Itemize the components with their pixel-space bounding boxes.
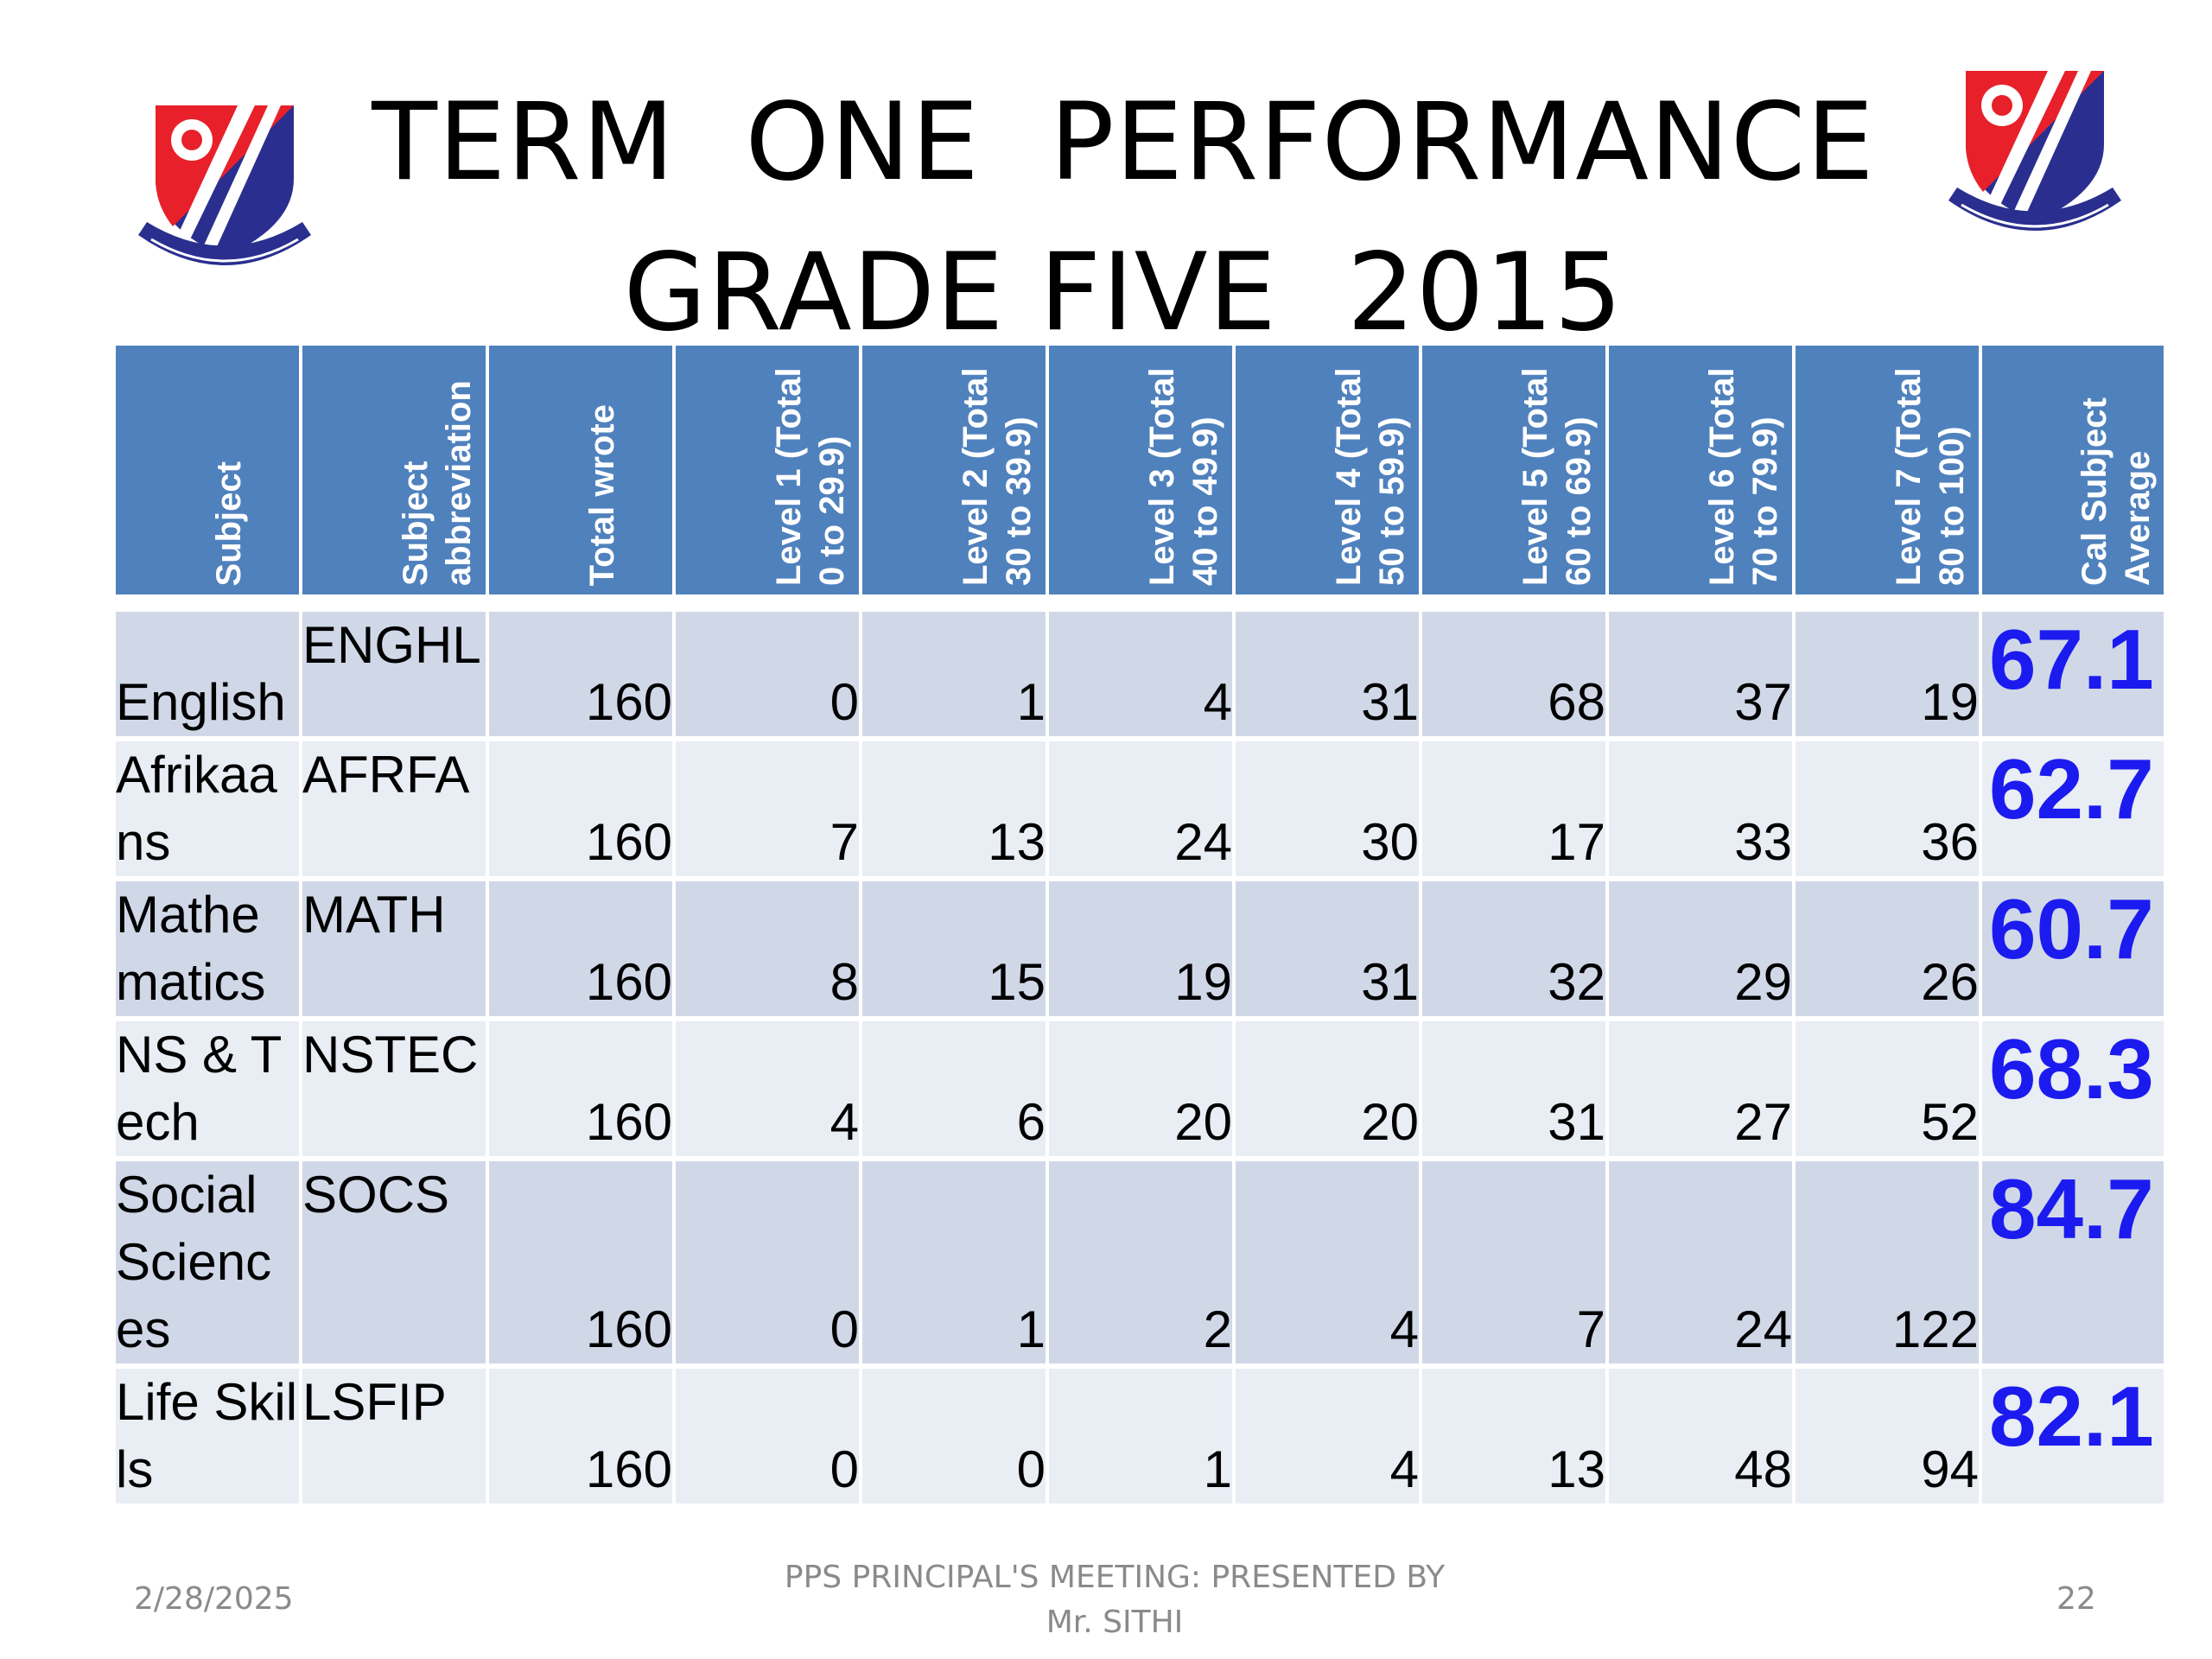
level-cell: 68 [1422,612,1605,741]
level-cell: 8 [676,881,859,1021]
abbreviation-cell: LSFIP [302,1369,486,1509]
table-row: English ENGHL 160 0 1 4 31 68 37 19 67.1 [116,612,2164,741]
subject-cell: NS & Tech [116,1021,299,1161]
level-cell: 19 [1796,612,1979,741]
level-cell: 15 [862,881,1046,1021]
level-cell: 13 [1422,1369,1605,1509]
level-cell: 33 [1609,741,1792,881]
header-cell: Total wrote [489,346,672,594]
level-cell: 7 [1422,1161,1605,1369]
level-cell: 48 [1609,1369,1792,1509]
subject-cell: Social Sciences [116,1161,299,1369]
total-cell: 160 [489,1369,672,1509]
level-cell: 24 [1609,1161,1792,1369]
level-cell: 36 [1796,741,1979,881]
header-cell: Level 5 (Total 60 to 69.9) [1422,346,1605,594]
total-cell: 160 [489,741,672,881]
header-cell: Level 4 (Total 50 to 59.9) [1236,346,1419,594]
header-cell: Level 6 (Total 70 to 79.9) [1609,346,1792,594]
level-cell: 7 [676,741,859,881]
level-cell: 94 [1796,1369,1979,1509]
level-cell: 24 [1049,741,1232,881]
abbreviation-cell: NSTEC [302,1021,486,1161]
average-cell: 82.1 [1982,1369,2164,1509]
level-cell: 52 [1796,1021,1979,1161]
header-cell: Subject abbreviation [302,346,486,594]
footer-presenter: PPS PRINCIPAL'S MEETING: PRESENTED BY Mr… [734,1555,1495,1645]
average-cell: 62.7 [1982,741,2164,881]
subject-cell: Afrikaans [116,741,299,881]
level-cell: 1 [1049,1369,1232,1509]
total-cell: 160 [489,1161,672,1369]
level-cell: 26 [1796,881,1979,1021]
table-row: Mathematics MATH 160 8 15 19 31 32 29 26… [116,881,2164,1021]
level-cell: 37 [1609,612,1792,741]
school-crest-icon [1948,71,2121,231]
level-cell: 0 [676,1161,859,1369]
level-cell: 30 [1236,741,1419,881]
subject-cell: English [116,612,299,741]
level-cell: 6 [862,1021,1046,1161]
slide-title: TERM ONE PERFORMANCE GRADE FIVE 2015 [328,67,1918,368]
slide-title-line1: TERM ONE PERFORMANCE [372,80,1875,205]
abbreviation-cell: MATH [302,881,486,1021]
footer-presenter-line2: Mr. SITHI [1046,1605,1184,1640]
header-cell: Subject [116,346,299,594]
abbreviation-cell: SOCS [302,1161,486,1369]
level-cell: 0 [676,1369,859,1509]
level-cell: 20 [1236,1021,1419,1161]
level-cell: 29 [1609,881,1792,1021]
level-cell: 0 [862,1369,1046,1509]
level-cell: 2 [1049,1161,1232,1369]
level-cell: 19 [1049,881,1232,1021]
level-cell: 4 [1049,612,1232,741]
total-cell: 160 [489,1021,672,1161]
footer-date: 2/28/2025 [134,1581,294,1617]
header-cell: Level 2 (Total 30 to 39.9) [862,346,1046,594]
subject-cell: Mathematics [116,881,299,1021]
header-cell: Level 1 (Total 0 to 29.9) [676,346,859,594]
level-cell: 1 [862,1161,1046,1369]
level-cell: 4 [1236,1161,1419,1369]
table-row: Afrikaans AFRFA 160 7 13 24 30 17 33 36 … [116,741,2164,881]
abbreviation-cell: AFRFA [302,741,486,881]
level-cell: 122 [1796,1161,1979,1369]
footer-page-number: 22 [2056,1581,2096,1617]
header-cell: Level 7 (Total 80 to 100) [1796,346,1979,594]
level-cell: 0 [676,612,859,741]
level-cell: 31 [1236,881,1419,1021]
level-cell: 32 [1422,881,1605,1021]
abbreviation-cell: ENGHL [302,612,486,741]
slide-title-line2: GRADE FIVE 2015 [623,231,1624,355]
header-cell: Level 3 (Total 40 to 49.9) [1049,346,1232,594]
level-cell: 13 [862,741,1046,881]
level-cell: 4 [1236,1369,1419,1509]
footer-presenter-line1: PPS PRINCIPAL'S MEETING: PRESENTED BY [784,1560,1446,1595]
level-cell: 31 [1236,612,1419,741]
school-crest-icon [138,105,311,265]
average-cell: 84.7 [1982,1161,2164,1369]
level-cell: 27 [1609,1021,1792,1161]
subject-cell: Life Skills [116,1369,299,1509]
table-row: Social Sciences SOCS 160 0 1 2 4 7 24 12… [116,1161,2164,1369]
level-cell: 1 [862,612,1046,741]
header-row: Subject Subject abbreviation Total wrote… [116,346,2164,594]
average-cell: 67.1 [1982,612,2164,741]
total-cell: 160 [489,612,672,741]
level-cell: 4 [676,1021,859,1161]
level-cell: 20 [1049,1021,1232,1161]
table-row: NS & Tech NSTEC 160 4 6 20 20 31 27 52 6… [116,1021,2164,1161]
level-cell: 31 [1422,1021,1605,1161]
total-cell: 160 [489,881,672,1021]
level-cell: 17 [1422,741,1605,881]
average-cell: 68.3 [1982,1021,2164,1161]
table-row: Life Skills LSFIP 160 0 0 1 4 13 48 94 8… [116,1369,2164,1509]
performance-table: Subject Subject abbreviation Total wrote… [112,346,2167,1509]
average-cell: 60.7 [1982,881,2164,1021]
header-cell: Cal Subject Average [1982,346,2164,594]
